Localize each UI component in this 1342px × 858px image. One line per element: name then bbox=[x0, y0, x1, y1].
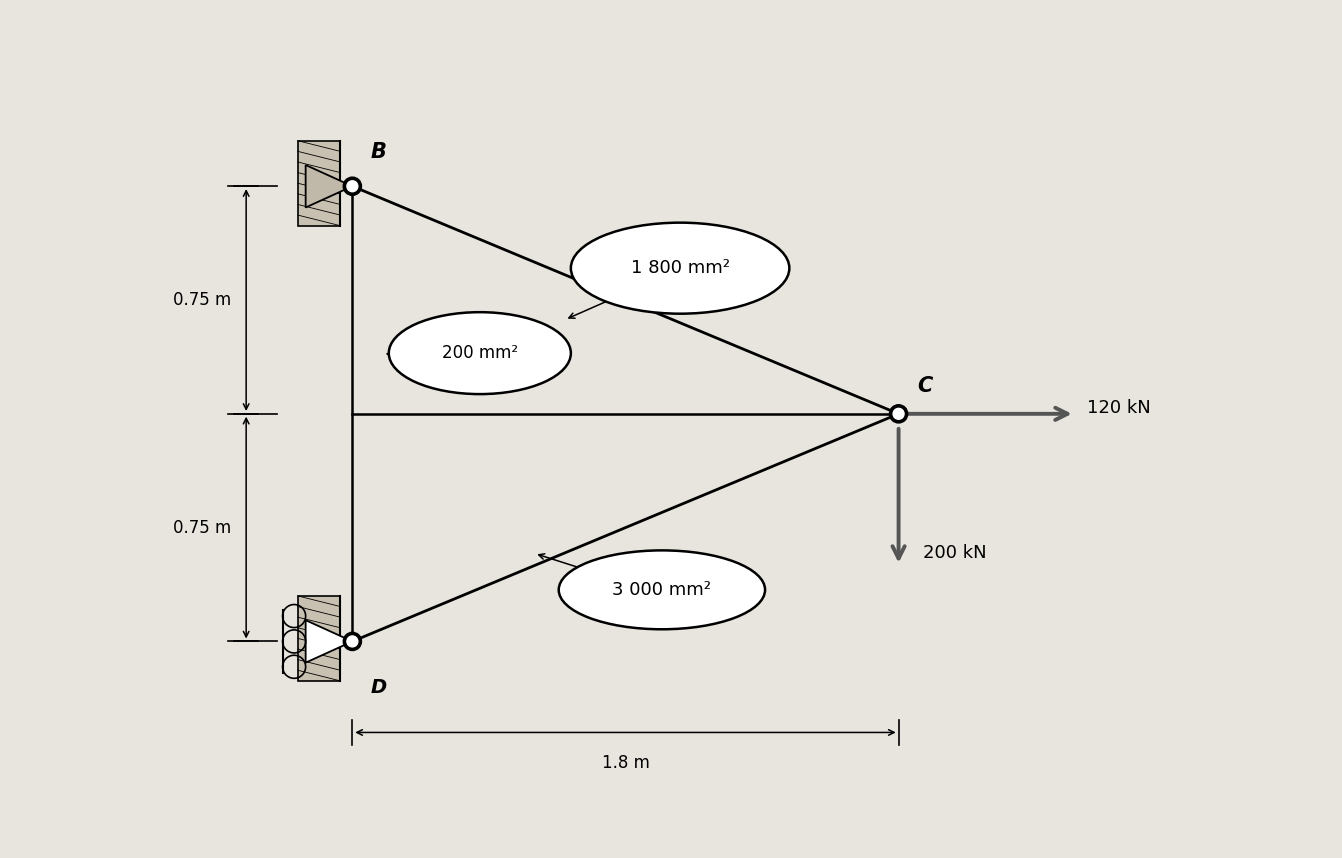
Polygon shape bbox=[306, 620, 353, 662]
Text: 0.75 m: 0.75 m bbox=[173, 518, 231, 536]
Bar bbox=[298, 141, 341, 226]
Text: 120 kN: 120 kN bbox=[1087, 399, 1150, 417]
Circle shape bbox=[890, 405, 907, 423]
Text: 0.75 m: 0.75 m bbox=[173, 291, 231, 309]
Text: B: B bbox=[370, 142, 386, 162]
Text: 200 mm²: 200 mm² bbox=[442, 344, 518, 362]
Circle shape bbox=[348, 181, 358, 191]
Ellipse shape bbox=[558, 550, 765, 629]
Text: 200 kN: 200 kN bbox=[923, 545, 986, 562]
Circle shape bbox=[344, 632, 361, 650]
Ellipse shape bbox=[389, 312, 570, 394]
Text: C: C bbox=[917, 376, 933, 396]
Polygon shape bbox=[306, 165, 353, 208]
Circle shape bbox=[348, 636, 358, 647]
Text: D: D bbox=[370, 678, 386, 697]
Circle shape bbox=[344, 177, 361, 196]
Text: 1.8 m: 1.8 m bbox=[601, 753, 650, 771]
Circle shape bbox=[894, 408, 905, 420]
Bar bbox=[298, 596, 341, 681]
Text: 1 800 mm²: 1 800 mm² bbox=[631, 259, 730, 277]
Ellipse shape bbox=[570, 223, 789, 314]
Text: 3 000 mm²: 3 000 mm² bbox=[612, 581, 711, 599]
